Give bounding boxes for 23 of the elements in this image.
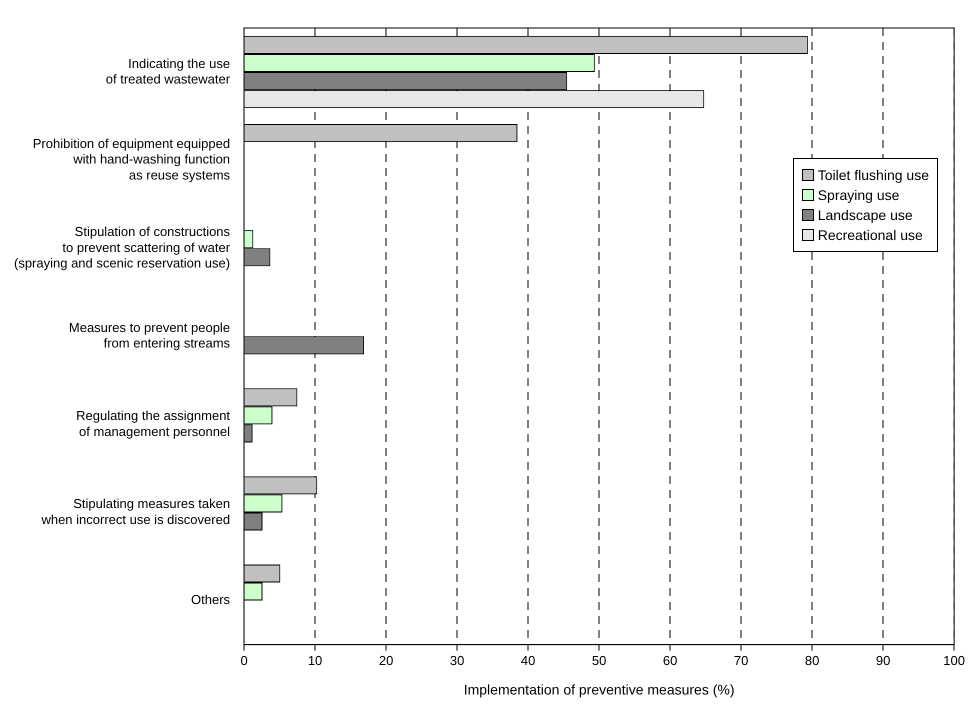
legend-label: Landscape use bbox=[818, 207, 913, 223]
x-tick-label: 80 bbox=[804, 652, 820, 668]
x-tick-label: 70 bbox=[734, 652, 748, 668]
x-tick-label: 50 bbox=[592, 652, 606, 668]
x-tick-label: 20 bbox=[378, 652, 394, 668]
x-tick-label: 10 bbox=[308, 652, 322, 668]
y-tick-label: Measures to prevent people from entering streams bbox=[68, 320, 231, 351]
x-tick-label: 90 bbox=[876, 652, 890, 668]
x-axis-title: Implementation of preventive measures (%) bbox=[464, 681, 734, 698]
legend-label: Spraying use bbox=[818, 187, 900, 203]
x-tick-label: 100 bbox=[943, 652, 966, 668]
y-tick-label: Others bbox=[191, 592, 231, 608]
x-tick-label: 60 bbox=[662, 652, 678, 668]
x-tick-label: 0 bbox=[240, 652, 248, 668]
legend-label: Recreational use bbox=[818, 227, 923, 243]
y-tick-label: Regulating the assignment of management personnel bbox=[76, 408, 230, 439]
y-tick-label: Prohibition of equipment equipped with hand-washing function as reuse systems bbox=[32, 136, 231, 182]
legend-label: Toilet flushing use bbox=[818, 167, 929, 183]
y-tick-label: Indicating the use of treated wastewater bbox=[106, 56, 231, 86]
x-tick-label: 30 bbox=[450, 652, 464, 668]
x-tick-label: 40 bbox=[520, 652, 536, 668]
y-tick-label: Stipulating measures taken when incorrect use is discovered bbox=[40, 496, 230, 527]
y-tick-label: Stipulation of constructions to prevent scattering of water (spraying and scenic reservation use) bbox=[14, 224, 231, 270]
